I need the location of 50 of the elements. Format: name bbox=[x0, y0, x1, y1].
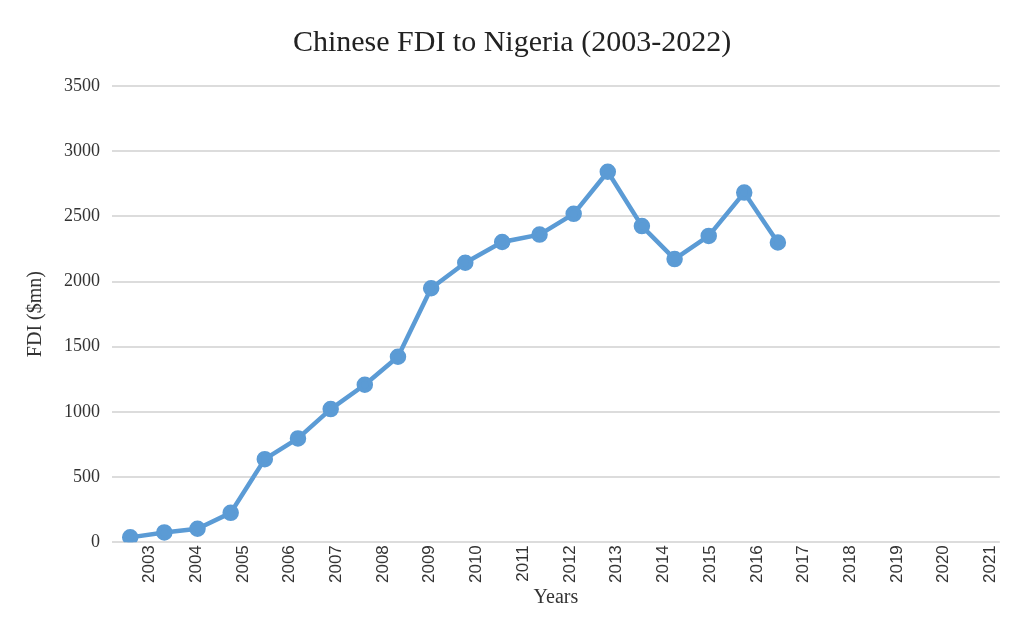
point bbox=[256, 450, 274, 468]
x-tick-label: 2007 bbox=[325, 545, 345, 584]
x-tick-label: 2012 bbox=[559, 545, 579, 584]
y-tick-label: 3500 bbox=[64, 74, 100, 95]
y-tick-label: 1000 bbox=[64, 400, 100, 421]
point bbox=[531, 226, 548, 243]
chart-title: Chinese FDI to Nigeria (2003-2022) bbox=[292, 23, 732, 58]
x-tick-label: 2021 bbox=[980, 545, 1000, 584]
x-tick-label: 2015 bbox=[699, 545, 719, 584]
point bbox=[189, 520, 206, 538]
point bbox=[289, 430, 307, 447]
point bbox=[222, 504, 239, 522]
y-tick-label: 2000 bbox=[64, 270, 100, 291]
point bbox=[356, 376, 374, 393]
point bbox=[322, 400, 339, 418]
x-tick-label: 2017 bbox=[793, 545, 813, 584]
x-tick-label: 2008 bbox=[372, 545, 392, 584]
point bbox=[666, 250, 683, 268]
x-tick-label: 2016 bbox=[746, 545, 766, 584]
y-axis-title: FDI ($mn) bbox=[23, 271, 47, 358]
point bbox=[457, 254, 474, 271]
y-tick-label: 500 bbox=[73, 465, 100, 486]
x-tick-label: 2010 bbox=[466, 545, 486, 584]
x-tick-label: 2005 bbox=[232, 545, 252, 584]
x-axis-title: Years bbox=[533, 585, 579, 608]
x-tick-label: 2006 bbox=[279, 545, 299, 584]
y-tick-label: 2500 bbox=[64, 205, 100, 226]
point bbox=[422, 280, 440, 297]
point bbox=[735, 184, 753, 201]
point bbox=[389, 348, 407, 365]
x-tick-label: 2020 bbox=[933, 545, 953, 584]
point bbox=[769, 234, 787, 251]
x-tick-label: 2009 bbox=[419, 545, 439, 584]
x-tick-label: 2019 bbox=[886, 545, 906, 584]
x-tick-label: 2004 bbox=[185, 545, 205, 584]
point bbox=[633, 217, 651, 235]
point bbox=[493, 233, 511, 251]
y-tick-label: 0 bbox=[91, 530, 100, 551]
y-tick-label: 1500 bbox=[64, 335, 100, 356]
point bbox=[599, 163, 617, 181]
x-tick-label: 2018 bbox=[839, 545, 859, 584]
point bbox=[565, 205, 582, 223]
x-tick-label: 2011 bbox=[512, 545, 532, 582]
point bbox=[121, 529, 139, 543]
x-tick-label: 2003 bbox=[139, 545, 159, 584]
point bbox=[700, 227, 717, 245]
y-tick-label: 3000 bbox=[64, 139, 100, 160]
x-tick-label: 2013 bbox=[606, 545, 626, 584]
point bbox=[156, 524, 173, 541]
x-tick-label: 2014 bbox=[653, 545, 673, 584]
